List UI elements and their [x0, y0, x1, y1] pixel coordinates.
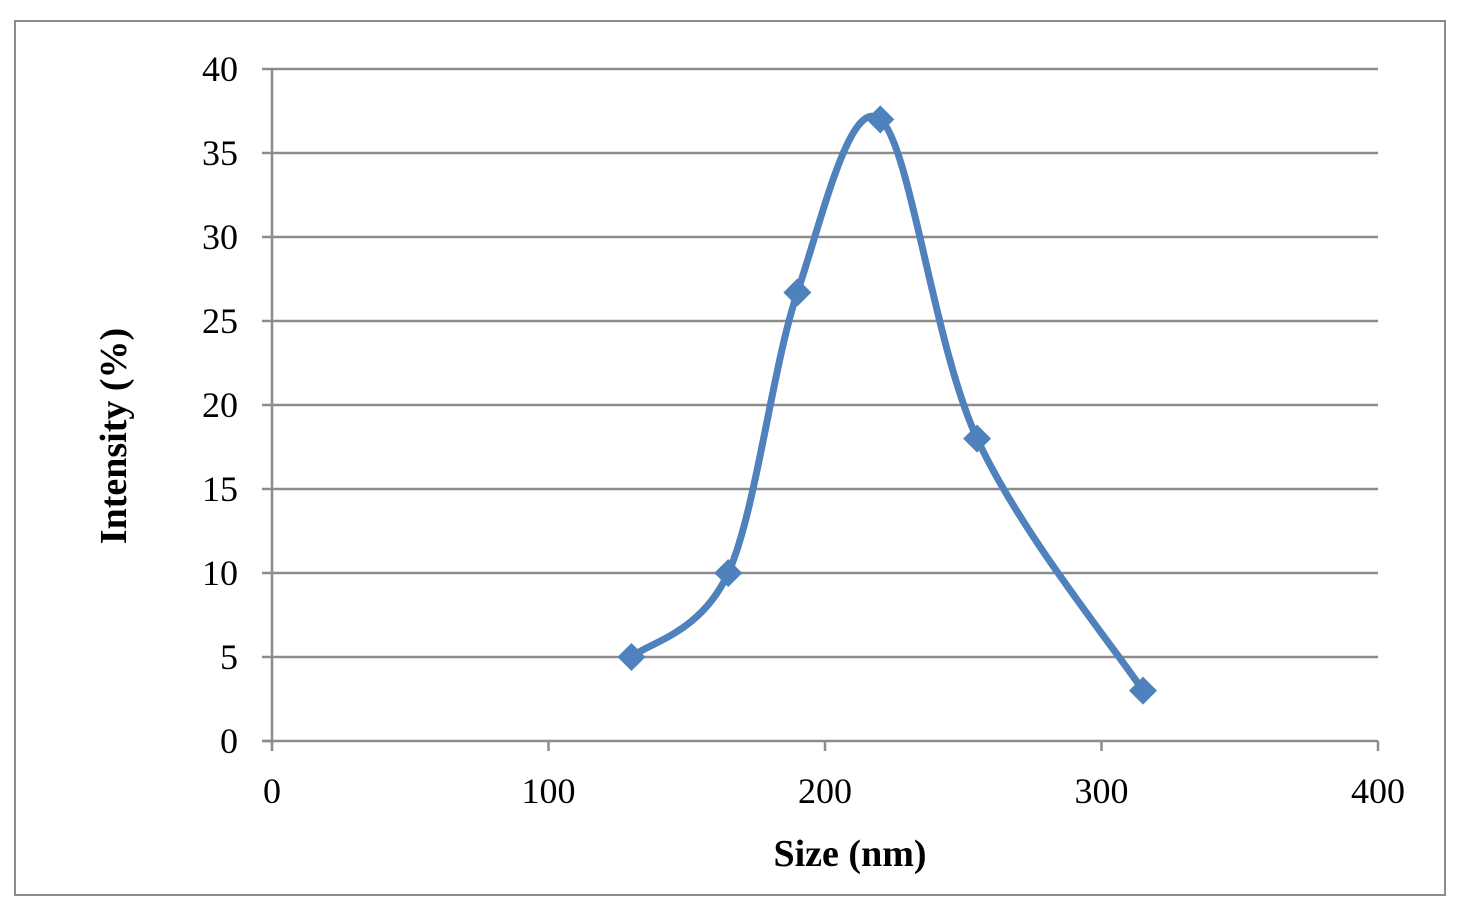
series: [617, 105, 1157, 705]
x-tick-label: 100: [522, 771, 576, 811]
x-tick-label: 0: [263, 771, 281, 811]
x-tick-label: 400: [1351, 771, 1405, 811]
y-tick-label: 0: [220, 721, 238, 761]
data-point-marker: [783, 278, 812, 307]
series-line-0: [627, 113, 1147, 695]
chart-frame: [14, 20, 1446, 896]
y-tick-label: 30: [202, 217, 238, 257]
data-point-marker: [714, 559, 743, 587]
x-tick-label: 300: [1075, 771, 1129, 811]
y-tick-label: 40: [202, 49, 238, 89]
y-tick-label: 35: [202, 133, 238, 173]
y-axis-title: Intensity (%): [93, 328, 135, 544]
y-tick-label: 5: [220, 637, 238, 677]
data-point-marker: [1128, 676, 1157, 705]
y-tick-label: 25: [202, 301, 238, 341]
x-tick-label: 200: [798, 771, 852, 811]
y-tick-label: 20: [202, 385, 238, 425]
axes: [262, 67, 1380, 751]
data-point-marker: [617, 643, 646, 671]
data-point-marker: [963, 424, 992, 453]
gridlines: [272, 67, 1378, 659]
data-point-marker: [866, 105, 895, 134]
y-tick-label: 15: [202, 469, 238, 509]
x-axis-title: Size (nm): [773, 833, 926, 875]
y-tick-label: 10: [202, 553, 238, 593]
